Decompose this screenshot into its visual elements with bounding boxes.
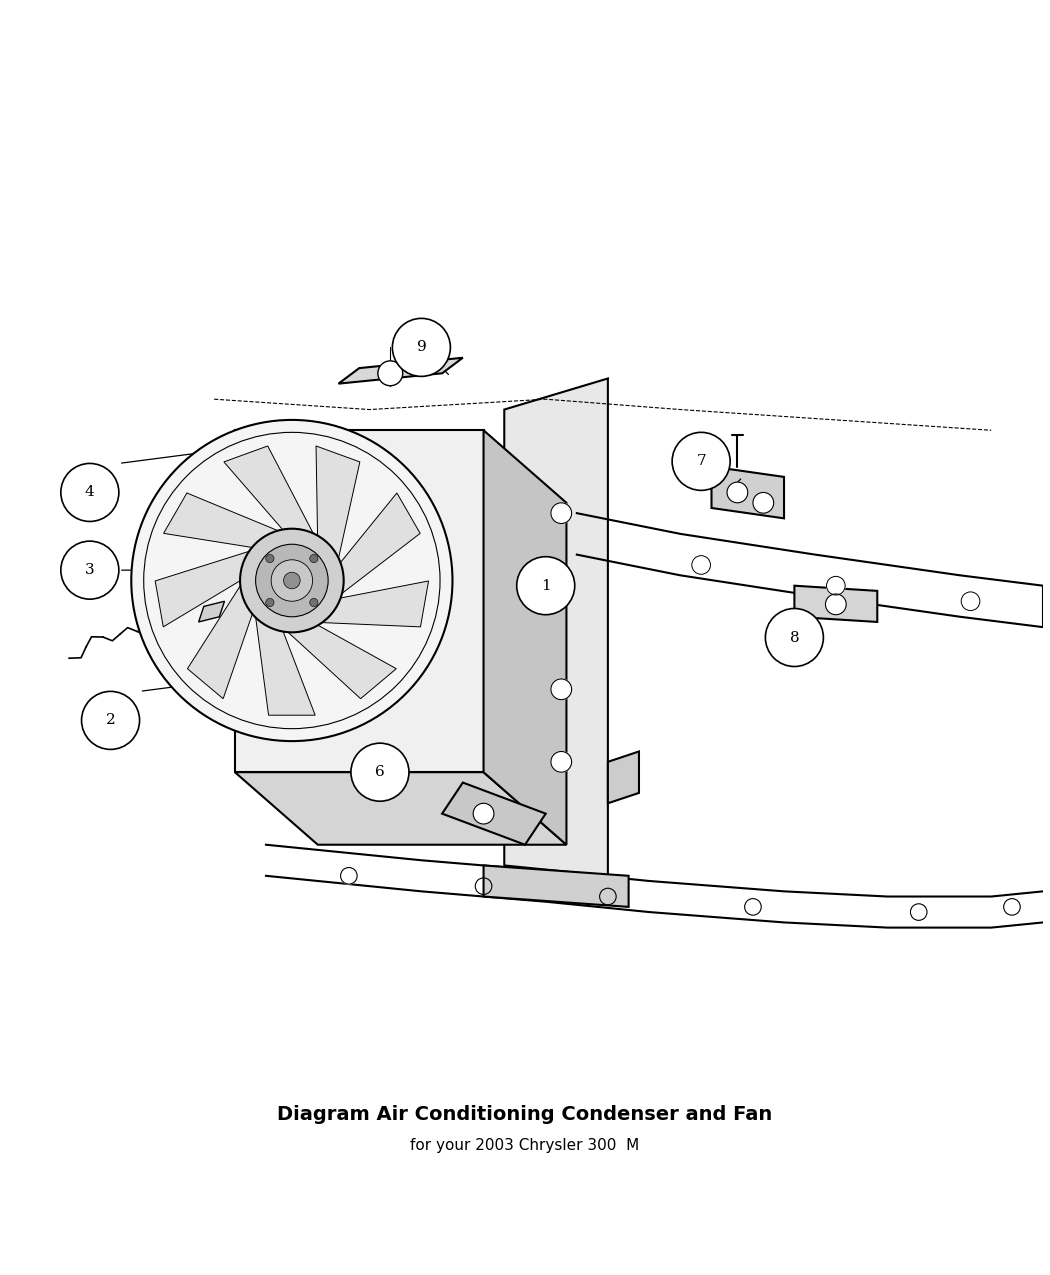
- Polygon shape: [338, 493, 420, 595]
- Circle shape: [692, 556, 711, 574]
- Circle shape: [131, 419, 453, 741]
- Circle shape: [727, 482, 748, 502]
- Circle shape: [765, 608, 823, 667]
- Circle shape: [551, 751, 571, 773]
- Circle shape: [753, 492, 774, 513]
- Circle shape: [255, 544, 329, 617]
- Polygon shape: [235, 430, 484, 773]
- Circle shape: [266, 598, 274, 607]
- Circle shape: [826, 576, 845, 595]
- Circle shape: [1004, 899, 1021, 915]
- Text: for your 2003 Chrysler 300  M: for your 2003 Chrysler 300 M: [411, 1137, 639, 1153]
- Polygon shape: [474, 668, 504, 720]
- Circle shape: [476, 878, 491, 895]
- Circle shape: [474, 803, 494, 824]
- Circle shape: [517, 557, 574, 615]
- Text: 6: 6: [375, 765, 384, 779]
- Polygon shape: [285, 623, 396, 699]
- Text: 2: 2: [106, 714, 116, 728]
- Circle shape: [744, 899, 761, 915]
- Polygon shape: [795, 585, 878, 622]
- Polygon shape: [155, 550, 253, 627]
- Polygon shape: [164, 493, 282, 548]
- Polygon shape: [338, 358, 463, 384]
- Text: 4: 4: [85, 486, 94, 500]
- Text: 7: 7: [696, 454, 706, 468]
- Text: 8: 8: [790, 631, 799, 644]
- Circle shape: [61, 541, 119, 599]
- Circle shape: [672, 432, 730, 491]
- Polygon shape: [235, 773, 566, 845]
- Text: 3: 3: [85, 564, 94, 578]
- Polygon shape: [317, 581, 428, 627]
- Circle shape: [340, 867, 357, 884]
- Circle shape: [551, 502, 571, 524]
- Circle shape: [551, 575, 571, 595]
- Circle shape: [393, 319, 450, 376]
- Text: Diagram Air Conditioning Condenser and Fan: Diagram Air Conditioning Condenser and F…: [277, 1104, 773, 1123]
- Circle shape: [351, 743, 408, 801]
- Circle shape: [378, 361, 403, 386]
- Circle shape: [551, 680, 571, 700]
- Polygon shape: [198, 602, 225, 622]
- Polygon shape: [442, 783, 546, 845]
- Circle shape: [271, 560, 313, 602]
- Polygon shape: [188, 581, 253, 699]
- Polygon shape: [224, 446, 315, 537]
- Polygon shape: [504, 379, 608, 876]
- Circle shape: [266, 555, 274, 562]
- Circle shape: [284, 572, 300, 589]
- Circle shape: [961, 592, 980, 611]
- Circle shape: [310, 598, 318, 607]
- Polygon shape: [608, 751, 639, 803]
- Polygon shape: [316, 446, 360, 562]
- Polygon shape: [712, 467, 784, 519]
- Circle shape: [600, 889, 616, 905]
- Circle shape: [310, 555, 318, 562]
- Circle shape: [240, 529, 343, 632]
- Polygon shape: [484, 866, 629, 907]
- Text: 9: 9: [417, 340, 426, 354]
- Circle shape: [910, 904, 927, 921]
- Circle shape: [82, 691, 140, 750]
- Circle shape: [825, 594, 846, 615]
- Circle shape: [61, 463, 119, 521]
- Polygon shape: [484, 430, 566, 845]
- Text: 1: 1: [541, 579, 550, 593]
- Polygon shape: [255, 613, 315, 715]
